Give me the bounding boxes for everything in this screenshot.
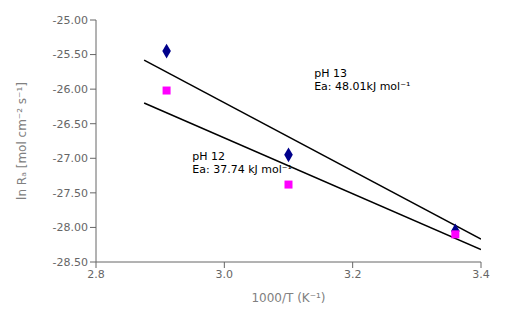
svg-text:-28.50: -28.50 bbox=[53, 256, 88, 269]
svg-text:-27.00: -27.00 bbox=[53, 152, 88, 165]
svg-text:ln Rₐ [mol cm⁻² s⁻¹]: ln Rₐ [mol cm⁻² s⁻¹] bbox=[15, 82, 29, 200]
svg-text:3.0: 3.0 bbox=[216, 268, 234, 281]
svg-text:2.8: 2.8 bbox=[87, 268, 105, 281]
svg-text:3.4: 3.4 bbox=[472, 268, 490, 281]
svg-text:-25.00: -25.00 bbox=[53, 14, 88, 27]
svg-text:-26.50: -26.50 bbox=[53, 118, 88, 131]
svg-text:1000/T (K⁻¹): 1000/T (K⁻¹) bbox=[251, 291, 325, 305]
svg-text:3.2: 3.2 bbox=[344, 268, 362, 281]
svg-text:pH 12Ea: 37.74 kJ mol⁻¹: pH 12Ea: 37.74 kJ mol⁻¹ bbox=[192, 150, 292, 176]
svg-text:pH 13Ea: 48.01kJ mol⁻¹: pH 13Ea: 48.01kJ mol⁻¹ bbox=[314, 67, 410, 93]
svg-text:-26.00: -26.00 bbox=[53, 83, 88, 96]
svg-text:-28.00: -28.00 bbox=[53, 221, 88, 234]
svg-text:-25.50: -25.50 bbox=[53, 48, 88, 61]
svg-text:-27.50: -27.50 bbox=[53, 187, 88, 200]
